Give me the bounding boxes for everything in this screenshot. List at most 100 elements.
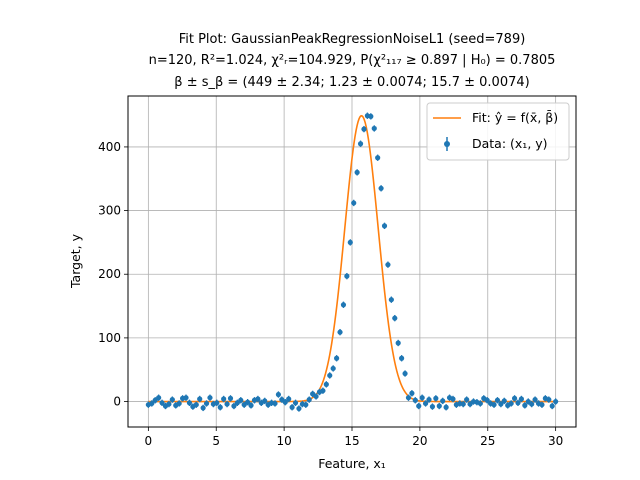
legend-data-marker <box>444 141 450 147</box>
data-point <box>402 370 408 377</box>
x-tick-label: 30 <box>548 434 563 448</box>
data-point <box>296 405 302 412</box>
data-point <box>553 398 559 405</box>
data-point <box>433 395 439 401</box>
data-point <box>292 400 299 406</box>
y-axis-label: Target, y <box>68 233 83 289</box>
y-tick-label: 400 <box>98 140 121 154</box>
data-point <box>426 397 432 403</box>
data-point <box>159 400 165 406</box>
y-tick-label: 300 <box>98 204 121 218</box>
data-point <box>368 113 374 119</box>
data-point <box>532 397 538 403</box>
data-point <box>231 403 237 409</box>
data-point <box>354 169 360 175</box>
data-point <box>351 200 357 206</box>
data-point <box>371 125 377 132</box>
data-point <box>344 273 350 279</box>
data-point <box>409 390 415 396</box>
data-point <box>416 403 422 409</box>
data-point <box>515 400 521 406</box>
data-point <box>412 397 418 403</box>
data-point <box>224 401 230 407</box>
data-point <box>330 365 336 372</box>
data-point <box>395 340 401 346</box>
data-point <box>193 402 199 408</box>
data-point <box>477 400 483 407</box>
data-point <box>443 404 449 410</box>
data-point <box>518 396 525 402</box>
y-tick-label: 200 <box>98 267 121 281</box>
data-point <box>501 398 507 404</box>
data-point <box>511 395 518 401</box>
data-point <box>275 391 282 398</box>
y-tick-label: 100 <box>98 331 121 345</box>
data-point <box>464 397 470 403</box>
data-point <box>546 397 552 403</box>
data-points-group <box>145 112 559 412</box>
data-point <box>399 355 405 361</box>
data-point <box>169 397 175 403</box>
data-point <box>375 155 381 161</box>
data-point <box>385 262 391 268</box>
data-point <box>337 329 343 335</box>
data-point <box>529 401 535 407</box>
data-point <box>440 398 446 404</box>
data-point <box>429 404 436 410</box>
data-point <box>286 396 292 402</box>
data-point <box>340 302 347 308</box>
data-point <box>388 297 394 303</box>
x-tick-label: 0 <box>145 434 153 448</box>
data-point <box>378 185 384 191</box>
data-point <box>289 404 295 410</box>
data-point <box>460 401 466 407</box>
x-tick-label: 10 <box>276 434 291 448</box>
data-point <box>381 223 388 229</box>
data-point <box>313 393 319 400</box>
data-point <box>149 400 155 407</box>
chart-title-line-1: Fit Plot: GaussianPeakRegressionNoiseL1 … <box>179 32 526 47</box>
data-point <box>539 402 545 408</box>
data-point <box>303 402 309 408</box>
legend: Fit: ŷ = f(x̄, β̄) Data: (x₁, y) <box>426 102 570 161</box>
data-point <box>361 126 367 132</box>
data-point <box>549 403 555 409</box>
data-point <box>419 395 425 401</box>
data-point <box>272 400 278 407</box>
data-point <box>405 395 412 401</box>
data-point <box>176 400 182 407</box>
legend-fit-label: Fit: ŷ = f(x̄, β̄) <box>472 110 558 125</box>
data-point <box>282 399 288 405</box>
data-point <box>214 400 220 406</box>
data-point <box>498 401 504 407</box>
data-point <box>245 399 251 405</box>
legend-data-label: Data: (x₁, y) <box>472 136 548 151</box>
data-point <box>494 397 501 403</box>
x-axis-ticks: 0 5 10 15 20 25 30 <box>145 427 563 448</box>
data-point <box>450 396 456 402</box>
data-point <box>306 397 312 403</box>
data-point <box>197 396 203 402</box>
data-point <box>323 381 329 387</box>
data-point <box>221 396 227 402</box>
x-tick-label: 25 <box>480 434 495 448</box>
data-point <box>491 402 497 408</box>
data-point <box>320 388 326 394</box>
data-point <box>227 395 234 401</box>
data-point <box>238 397 244 403</box>
data-point <box>203 400 210 407</box>
data-point <box>334 355 340 361</box>
chart-title-line-3: β ± s_β = (449 ± 2.34; 1.23 ± 0.0074; 15… <box>174 75 529 90</box>
legend-box <box>426 102 570 161</box>
data-point <box>262 398 268 404</box>
data-point <box>508 400 514 407</box>
data-point <box>347 239 353 246</box>
chart-title-line-2: n=120, R²=1.024, χ²ᵣ=104.929, P(χ²₁₁₇ ≥ … <box>149 53 556 68</box>
data-point <box>484 397 490 403</box>
x-tick-label: 20 <box>412 434 427 448</box>
y-tick-label: 0 <box>113 395 121 409</box>
data-point <box>207 395 213 401</box>
data-point <box>422 400 429 407</box>
data-point <box>255 396 261 402</box>
